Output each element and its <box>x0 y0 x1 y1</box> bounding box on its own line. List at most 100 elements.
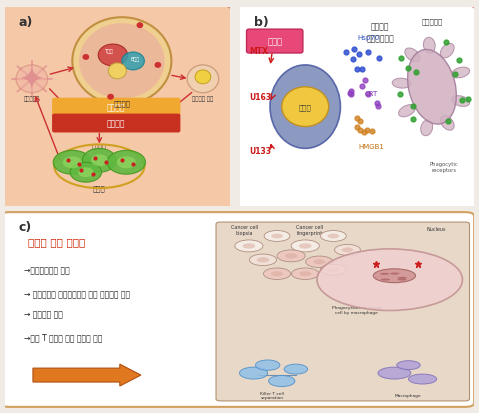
Circle shape <box>317 249 462 311</box>
Ellipse shape <box>98 45 127 67</box>
Ellipse shape <box>250 254 276 266</box>
Text: 암세포: 암세포 <box>299 104 312 111</box>
Circle shape <box>187 66 218 93</box>
Text: 수지상세포: 수지상세포 <box>422 19 443 26</box>
FancyBboxPatch shape <box>52 98 181 117</box>
Ellipse shape <box>263 268 291 280</box>
Circle shape <box>108 64 126 80</box>
FancyBboxPatch shape <box>235 6 477 211</box>
Ellipse shape <box>398 279 407 281</box>
Text: 면역원성: 면역원성 <box>371 22 389 31</box>
Text: Phagocytosis of cancer
cell by macrophage: Phagocytosis of cancer cell by macrophag… <box>332 306 382 314</box>
Ellipse shape <box>270 66 341 149</box>
Ellipse shape <box>292 268 319 280</box>
Ellipse shape <box>299 244 311 249</box>
Text: CRT: CRT <box>365 90 377 97</box>
FancyBboxPatch shape <box>216 223 469 401</box>
Ellipse shape <box>373 269 415 283</box>
Circle shape <box>284 364 308 374</box>
FancyBboxPatch shape <box>247 30 303 54</box>
Ellipse shape <box>63 157 82 169</box>
Circle shape <box>107 95 114 100</box>
Ellipse shape <box>78 168 94 178</box>
Text: B세포: B세포 <box>131 57 140 62</box>
Ellipse shape <box>291 240 319 252</box>
Ellipse shape <box>328 234 339 239</box>
Ellipse shape <box>242 244 255 249</box>
Ellipse shape <box>399 105 415 118</box>
Ellipse shape <box>380 273 389 275</box>
Ellipse shape <box>91 155 108 167</box>
Text: a): a) <box>18 16 33 29</box>
Text: U133: U133 <box>249 147 271 155</box>
Ellipse shape <box>390 273 399 275</box>
Ellipse shape <box>107 151 146 175</box>
Ellipse shape <box>264 231 290 242</box>
Ellipse shape <box>381 279 390 281</box>
Text: U163: U163 <box>249 93 271 102</box>
Ellipse shape <box>320 265 346 275</box>
Text: 면역억제: 면역억제 <box>107 103 125 112</box>
Ellipse shape <box>408 50 456 125</box>
Ellipse shape <box>423 38 435 54</box>
FancyBboxPatch shape <box>52 114 181 133</box>
Text: Cancer cell
fingerprint: Cancer cell fingerprint <box>297 225 323 235</box>
Ellipse shape <box>452 96 470 107</box>
Circle shape <box>79 24 165 100</box>
Text: Phagocytic
receptors: Phagocytic receptors <box>429 161 458 172</box>
Text: c): c) <box>19 221 32 233</box>
Ellipse shape <box>299 271 311 277</box>
Ellipse shape <box>342 248 354 253</box>
Ellipse shape <box>328 268 339 273</box>
Ellipse shape <box>277 250 305 262</box>
Circle shape <box>255 360 280 370</box>
FancyBboxPatch shape <box>0 6 232 211</box>
Text: 면역조직: 면역조직 <box>114 100 130 107</box>
Text: 항암제: 항암제 <box>267 38 282 46</box>
Text: HMGB1: HMGB1 <box>358 144 384 150</box>
Text: → 대식세포와 수지상세포에 의한 암세포의 탐식: → 대식세포와 수지상세포에 의한 암세포의 탐식 <box>23 290 130 298</box>
Ellipse shape <box>398 277 407 279</box>
Text: MTX: MTX <box>249 47 268 56</box>
Circle shape <box>269 375 295 387</box>
Text: →살상 T 세포에 의한 암세포 제거: →살상 T 세포에 의한 암세포 제거 <box>23 333 102 342</box>
Text: Cancer cell
biopsia: Cancer cell biopsia <box>230 225 258 235</box>
Circle shape <box>72 18 171 105</box>
Ellipse shape <box>405 49 420 62</box>
Text: Nucleus: Nucleus <box>427 226 446 231</box>
Circle shape <box>282 88 329 127</box>
Text: Macrophage: Macrophage <box>395 393 422 397</box>
FancyArrow shape <box>33 364 141 386</box>
Circle shape <box>155 63 161 69</box>
Ellipse shape <box>313 260 325 265</box>
Circle shape <box>82 55 89 61</box>
Ellipse shape <box>122 53 144 71</box>
Text: →손상유발인자 발현: →손상유발인자 발현 <box>23 266 69 275</box>
FancyBboxPatch shape <box>0 213 474 407</box>
Ellipse shape <box>421 121 433 136</box>
Circle shape <box>16 66 47 93</box>
Circle shape <box>137 23 143 29</box>
Text: 정상항우: 정상항우 <box>92 144 107 150</box>
Ellipse shape <box>117 157 136 169</box>
Ellipse shape <box>440 44 454 59</box>
Ellipse shape <box>235 240 263 252</box>
Circle shape <box>240 367 268 379</box>
Ellipse shape <box>409 374 437 384</box>
Circle shape <box>195 71 211 85</box>
Text: Hsp70: Hsp70 <box>357 35 380 41</box>
Ellipse shape <box>271 234 283 239</box>
Ellipse shape <box>452 68 470 79</box>
Text: b): b) <box>253 16 268 29</box>
Text: → 종양항원 인식: → 종양항원 인식 <box>23 309 62 318</box>
Ellipse shape <box>257 258 269 263</box>
Text: 암면역세포: 암면역세포 <box>23 97 40 102</box>
Ellipse shape <box>285 254 297 259</box>
Text: 열색체 이상 암세포: 열색체 이상 암세포 <box>28 236 86 247</box>
Text: ✦: ✦ <box>19 65 45 94</box>
Ellipse shape <box>334 245 360 256</box>
Ellipse shape <box>82 149 116 173</box>
Text: Killer T cell
separation: Killer T cell separation <box>261 391 285 399</box>
Ellipse shape <box>53 151 91 175</box>
Ellipse shape <box>378 367 411 379</box>
